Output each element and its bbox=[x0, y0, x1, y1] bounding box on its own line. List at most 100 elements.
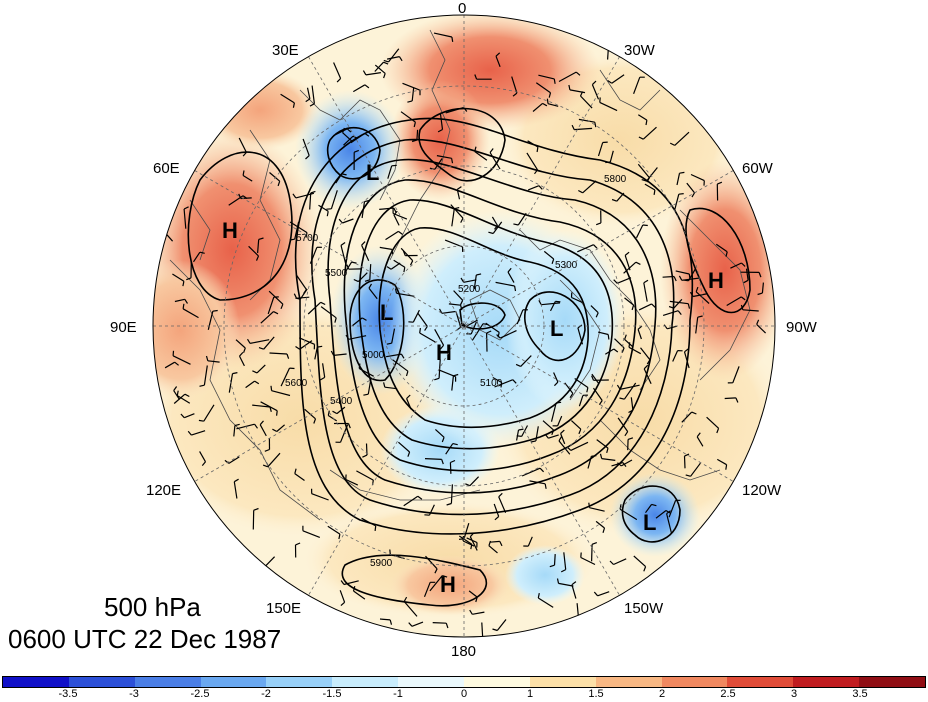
wind-barb-flag bbox=[518, 428, 524, 431]
wind-barb-flag bbox=[362, 70, 367, 76]
wind-barb bbox=[662, 310, 679, 316]
wind-barb bbox=[434, 329, 445, 346]
wind-barb bbox=[400, 111, 416, 123]
wind-barb bbox=[619, 384, 640, 390]
wind-barb bbox=[630, 397, 634, 411]
wind-barb bbox=[674, 131, 690, 146]
contour-label-5300: 5300 bbox=[555, 260, 578, 271]
wind-barb-flag bbox=[353, 278, 359, 283]
wind-barb bbox=[455, 311, 462, 328]
wind-barb bbox=[571, 584, 577, 599]
lon-label-60e: 60E bbox=[153, 160, 180, 177]
wind-barb-flag bbox=[320, 301, 326, 306]
wind-barb bbox=[571, 296, 583, 303]
wind-barb-flag bbox=[419, 328, 421, 334]
contour-label-5600: 5600 bbox=[285, 378, 308, 389]
wind-barb bbox=[306, 87, 311, 100]
colorbar-tick-label: -3.5 bbox=[58, 688, 78, 700]
wind-barb bbox=[495, 281, 515, 287]
wind-barb bbox=[386, 56, 400, 60]
contour-label-5800: 5800 bbox=[604, 174, 627, 185]
wind-barb bbox=[623, 382, 637, 400]
wind-barb bbox=[343, 135, 354, 146]
center-high-pacific: H bbox=[440, 572, 456, 597]
wind-barb bbox=[624, 297, 634, 306]
wind-barb-flag bbox=[651, 303, 656, 308]
colorbar-segment bbox=[859, 677, 926, 687]
wind-barb-flag bbox=[725, 464, 728, 470]
wind-barb bbox=[458, 535, 473, 545]
wind-barb-flag bbox=[595, 312, 599, 318]
wind-barb-flag bbox=[558, 436, 563, 442]
wind-barb bbox=[624, 338, 633, 347]
wind-barb-flag bbox=[417, 495, 423, 500]
wind-barbs bbox=[159, 32, 767, 637]
wind-barb bbox=[238, 355, 245, 367]
wind-barb-flag bbox=[273, 311, 279, 315]
wind-barb bbox=[578, 118, 595, 123]
wind-barb-flag bbox=[434, 568, 438, 574]
colorbar-segment bbox=[464, 677, 530, 687]
wind-barb bbox=[637, 114, 648, 121]
wind-barb-flag bbox=[684, 348, 689, 353]
wind-barb bbox=[238, 137, 247, 153]
wind-barb-flag bbox=[340, 601, 345, 607]
wind-barb bbox=[450, 204, 464, 219]
wind-barb bbox=[542, 420, 554, 431]
colorbar-segment bbox=[332, 677, 399, 687]
colorbar-tick-label: -1.5 bbox=[322, 688, 342, 700]
wind-barb-flag bbox=[255, 255, 260, 261]
wind-barb bbox=[732, 366, 740, 384]
wind-barb-flag bbox=[386, 342, 392, 345]
wind-barb-flag bbox=[470, 544, 473, 550]
wind-barb-flag bbox=[571, 124, 575, 130]
wind-barb-flag bbox=[407, 451, 411, 457]
wind-barb-flag bbox=[593, 244, 598, 249]
wind-barb bbox=[756, 323, 767, 334]
wind-barb bbox=[726, 296, 742, 307]
wind-barb bbox=[311, 85, 315, 104]
wind-barb-flag bbox=[313, 418, 317, 424]
lon-label-60w: 60W bbox=[742, 160, 773, 177]
wind-barb bbox=[296, 296, 310, 299]
wind-barb bbox=[637, 163, 650, 179]
wind-barb bbox=[493, 503, 500, 517]
wind-barb bbox=[439, 113, 444, 130]
wind-barb bbox=[463, 523, 470, 540]
wind-barb bbox=[416, 129, 419, 141]
wind-barb bbox=[302, 138, 310, 156]
wind-barb bbox=[411, 621, 424, 627]
wind-barb bbox=[392, 212, 408, 220]
wind-barb bbox=[257, 239, 260, 253]
wind-barb bbox=[374, 64, 386, 74]
wind-barb bbox=[675, 270, 690, 275]
wind-barb-flag bbox=[439, 344, 445, 350]
wind-barb bbox=[637, 329, 642, 340]
wind-barb bbox=[624, 255, 631, 271]
center-low-scandinavia: L bbox=[366, 160, 379, 185]
wind-barb-flag bbox=[320, 376, 326, 381]
colorbar-segment bbox=[200, 677, 267, 687]
wind-barb-flag bbox=[361, 241, 366, 246]
wind-barb bbox=[472, 611, 485, 615]
wind-barb bbox=[489, 540, 500, 543]
wind-barb bbox=[644, 183, 656, 191]
wind-barb-flag bbox=[643, 364, 649, 370]
center-low-canada: L bbox=[550, 316, 563, 341]
wind-barb-flag bbox=[695, 286, 699, 293]
wind-barb bbox=[172, 273, 185, 282]
wind-barb bbox=[489, 152, 501, 170]
wind-barb bbox=[260, 401, 278, 412]
wind-barb bbox=[537, 597, 554, 608]
center-high-pole: H bbox=[436, 340, 452, 365]
wind-barb bbox=[717, 458, 727, 466]
wind-barb-flag bbox=[441, 437, 445, 443]
wind-barb-flag bbox=[641, 179, 647, 182]
wind-barb bbox=[233, 481, 238, 499]
wind-barb-flag bbox=[499, 541, 503, 547]
wind-barb-flag bbox=[424, 326, 428, 331]
wind-barb bbox=[182, 308, 199, 319]
wind-barb-flag bbox=[183, 206, 189, 210]
wind-barb bbox=[541, 302, 561, 306]
wind-barb bbox=[643, 368, 652, 385]
